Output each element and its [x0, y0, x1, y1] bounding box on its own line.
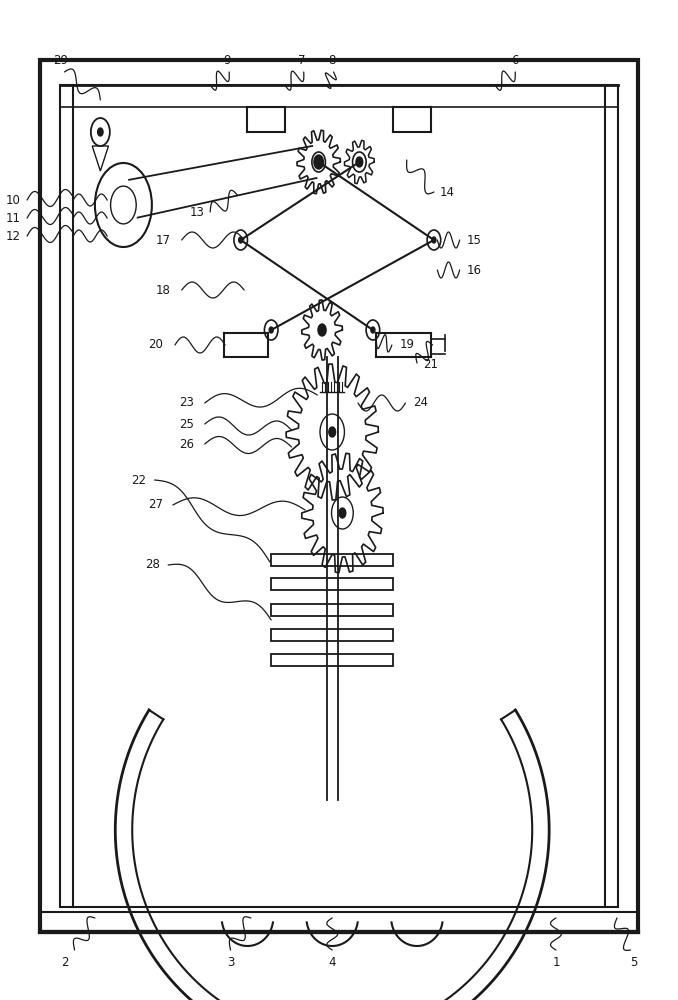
Text: 19: 19 — [399, 338, 414, 352]
Text: 17: 17 — [155, 233, 170, 246]
Text: 2: 2 — [60, 956, 68, 968]
Text: 16: 16 — [467, 263, 482, 276]
Circle shape — [356, 157, 363, 167]
Bar — [271, 578, 393, 590]
Circle shape — [432, 237, 436, 243]
Text: 18: 18 — [155, 284, 170, 296]
Text: 5: 5 — [631, 956, 637, 968]
Circle shape — [239, 237, 243, 243]
Bar — [271, 604, 393, 616]
Text: 28: 28 — [145, 558, 160, 572]
Bar — [40, 60, 638, 932]
Text: 21: 21 — [423, 359, 438, 371]
Circle shape — [357, 159, 361, 165]
Text: 13: 13 — [189, 206, 204, 219]
Circle shape — [329, 427, 336, 437]
Text: 7: 7 — [298, 53, 306, 66]
Text: 4: 4 — [328, 956, 336, 968]
Circle shape — [317, 159, 321, 165]
Text: 10: 10 — [6, 194, 21, 207]
Text: 14: 14 — [440, 186, 455, 198]
Text: 24: 24 — [413, 396, 428, 410]
Bar — [271, 629, 393, 641]
Text: 3: 3 — [227, 956, 234, 968]
Text: 20: 20 — [148, 338, 163, 352]
Circle shape — [314, 155, 323, 169]
Bar — [271, 554, 393, 566]
Text: 12: 12 — [6, 230, 21, 242]
Text: 25: 25 — [179, 418, 194, 430]
Text: 11: 11 — [6, 212, 21, 225]
Text: 9: 9 — [223, 53, 231, 66]
Text: 8: 8 — [329, 53, 336, 66]
Text: 6: 6 — [511, 53, 519, 66]
Text: 29: 29 — [54, 53, 68, 66]
Circle shape — [269, 327, 273, 333]
Text: 15: 15 — [467, 233, 482, 246]
Circle shape — [371, 327, 375, 333]
Circle shape — [318, 324, 326, 336]
Circle shape — [98, 128, 103, 136]
Text: 1: 1 — [552, 956, 560, 968]
Bar — [60, 85, 618, 907]
Text: 26: 26 — [179, 438, 194, 450]
Text: 27: 27 — [148, 498, 163, 512]
Circle shape — [339, 508, 346, 518]
Text: 22: 22 — [132, 474, 146, 487]
Bar — [271, 654, 393, 666]
Text: 23: 23 — [179, 396, 194, 410]
